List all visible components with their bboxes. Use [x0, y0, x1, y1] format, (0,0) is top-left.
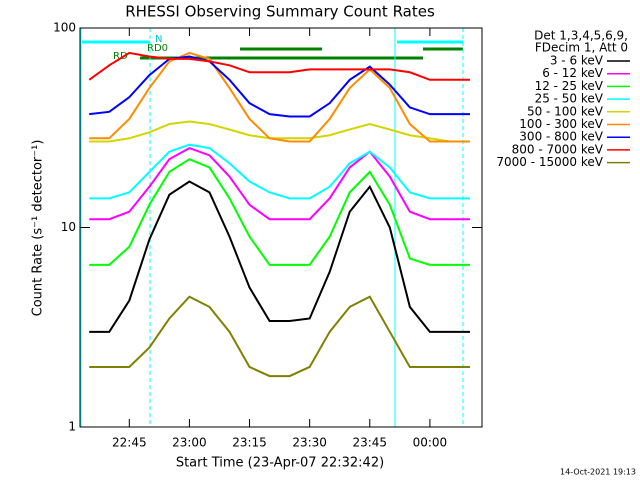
legend-title: Det 1,3,4,5,6,9,	[534, 29, 628, 43]
annotation: RD0	[147, 43, 168, 54]
y-axis-label: Count Rate (s⁻¹ detector⁻¹)	[31, 140, 46, 317]
series-line	[89, 120, 470, 143]
legend-title: FDecim 1, Att 0	[535, 41, 628, 55]
legend-label: 7000 - 15000 keV	[496, 155, 603, 169]
series-line	[89, 147, 470, 221]
y-tick-label: 1	[68, 420, 76, 434]
y-tick-label: 10	[61, 220, 76, 234]
legend-label: 25 - 50 keV	[535, 92, 604, 106]
x-tick-label: 22:45	[112, 436, 147, 450]
annotation: N	[155, 34, 162, 45]
series-line	[89, 158, 470, 266]
x-tick-label: 23:30	[292, 436, 327, 450]
legend-label: 50 - 100 keV	[527, 104, 604, 118]
chart-title: RHESSI Observing Summary Count Rates	[125, 3, 435, 21]
plot-area	[88, 51, 470, 378]
x-tick-label: 23:00	[172, 436, 207, 450]
x-tick-label: 00:00	[413, 436, 448, 450]
x-tick-label: 23:45	[352, 436, 387, 450]
series-line	[89, 295, 470, 378]
series-line	[89, 180, 470, 333]
legend-label: 300 - 800 keV	[519, 130, 603, 144]
x-axis-label: Start Time (23-Apr-07 22:32:42)	[176, 456, 384, 471]
legend-label: 800 - 7000 keV	[512, 142, 604, 156]
series-line	[88, 51, 470, 81]
annotation: RD	[113, 51, 128, 62]
y-tick-label: 100	[53, 21, 76, 35]
legend-label: 6 - 12 keV	[542, 66, 604, 80]
series-line	[89, 51, 470, 143]
series-line	[89, 55, 470, 118]
legend-label: 100 - 300 keV	[519, 117, 603, 131]
footer: 14-Oct-2021 19:13	[560, 468, 636, 477]
legend-label: 12 - 25 keV	[535, 79, 604, 93]
series-line	[89, 143, 470, 200]
x-tick-label: 23:15	[232, 436, 267, 450]
legend-label: 3 - 6 keV	[550, 54, 604, 68]
